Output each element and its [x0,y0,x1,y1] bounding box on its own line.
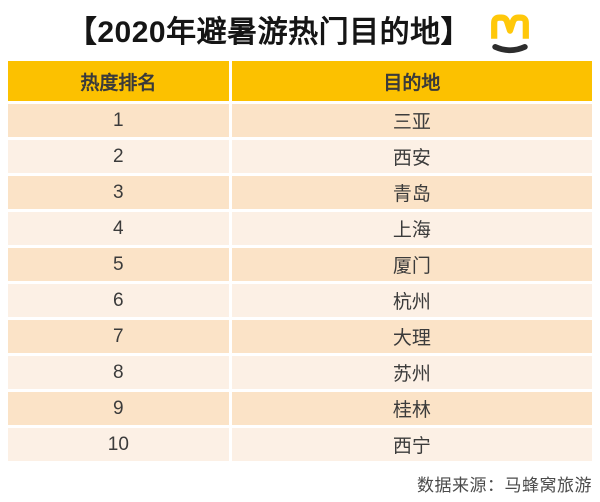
table-row: 4 上海 [8,212,592,245]
rank-cell: 3 [8,176,232,209]
rank-cell: 10 [8,428,232,461]
destination-cell: 苏州 [231,356,592,389]
column-header-destination: 目的地 [231,61,592,101]
table-row: 2 西安 [8,140,592,173]
destination-cell: 杭州 [231,284,592,317]
header-row: 热度排名 目的地 [8,61,592,101]
rank-cell: 1 [8,104,232,137]
destination-cell: 桂林 [231,392,592,425]
rank-cell: 7 [8,320,232,353]
rank-cell: 5 [8,248,232,281]
page-title: 【2020年避暑游热门目的地】 [66,16,472,49]
rank-cell: 2 [8,140,232,173]
column-header-rank: 热度排名 [8,61,232,101]
ranking-table-container: 热度排名 目的地 1 三亚 2 西安 3 青岛 4 上海 5 厦门 6 杭州 7… [8,58,592,464]
table-row: 9 桂林 [8,392,592,425]
table-row: 10 西宁 [8,428,592,461]
data-source-note: 数据来源：马蜂窝旅游 [417,476,592,495]
page-header: 【2020年避暑游热门目的地】 [0,0,600,58]
destination-cell: 三亚 [231,104,592,137]
destination-cell: 西安 [231,140,592,173]
table-row: 3 青岛 [8,176,592,209]
mafengwo-logo-icon [491,14,530,54]
table-row: 7 大理 [8,320,592,353]
table-row: 8 苏州 [8,356,592,389]
rank-cell: 4 [8,212,232,245]
rank-cell: 6 [8,284,232,317]
ranking-table: 热度排名 目的地 1 三亚 2 西安 3 青岛 4 上海 5 厦门 6 杭州 7… [8,58,592,464]
table-body: 1 三亚 2 西安 3 青岛 4 上海 5 厦门 6 杭州 7 大理 8 苏州 … [8,104,592,461]
rank-cell: 8 [8,356,232,389]
table-row: 1 三亚 [8,104,592,137]
destination-cell: 青岛 [231,176,592,209]
table-row: 6 杭州 [8,284,592,317]
destination-cell: 厦门 [231,248,592,281]
table-row: 5 厦门 [8,248,592,281]
destination-cell: 大理 [231,320,592,353]
destination-cell: 西宁 [231,428,592,461]
table-header: 热度排名 目的地 [8,61,592,101]
destination-cell: 上海 [231,212,592,245]
rank-cell: 9 [8,392,232,425]
